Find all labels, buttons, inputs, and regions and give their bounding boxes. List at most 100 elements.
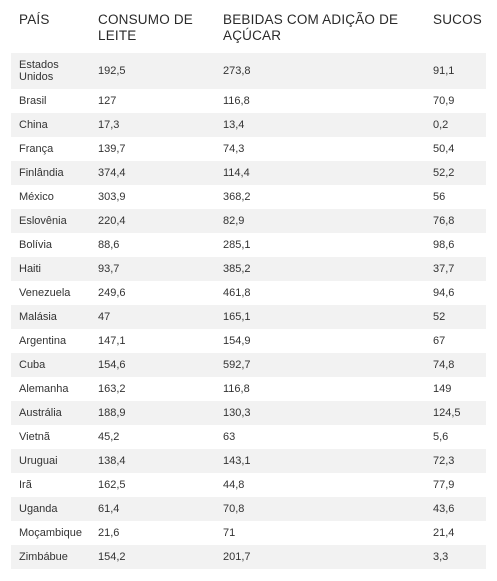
cell-sugary-drinks: 44,8 — [215, 473, 425, 497]
cell-milk: 139,7 — [90, 137, 215, 161]
cell-milk: 188,9 — [90, 401, 215, 425]
cell-juices: 149 — [425, 377, 486, 401]
header-sugary-drinks: BEBIDAS COM ADIÇÃO DE AÇÚCAR — [215, 6, 425, 53]
cell-country: Argentina — [11, 329, 90, 353]
cell-milk: 154,6 — [90, 353, 215, 377]
header-country: PAÍS — [11, 6, 90, 53]
table-row: Malásia 47 165,1 52 — [11, 305, 486, 329]
table-row: Irã 162,5 44,8 77,9 — [11, 473, 486, 497]
cell-juices: 98,6 — [425, 233, 486, 257]
cell-country: Uganda — [11, 497, 90, 521]
table-row: Cuba 154,6 592,7 74,8 — [11, 353, 486, 377]
cell-country: Eslovênia — [11, 209, 90, 233]
cell-country: México — [11, 185, 90, 209]
cell-sugary-drinks: 201,7 — [215, 545, 425, 569]
cell-country: França — [11, 137, 90, 161]
cell-juices: 70,9 — [425, 89, 486, 113]
table-row: Uganda 61,4 70,8 43,6 — [11, 497, 486, 521]
cell-sugary-drinks: 592,7 — [215, 353, 425, 377]
table-row: Alemanha 163,2 116,8 149 — [11, 377, 486, 401]
cell-sugary-drinks: 143,1 — [215, 449, 425, 473]
table-body: Estados Unidos 192,5 273,8 91,1 Brasil 127 116… — [11, 53, 486, 569]
table-row: Brasil 127 116,8 70,9 — [11, 89, 486, 113]
table-row: Finlândia 374,4 114,4 52,2 — [11, 161, 486, 185]
cell-country: Austrália — [11, 401, 90, 425]
cell-juices: 94,6 — [425, 281, 486, 305]
cell-milk: 192,5 — [90, 53, 215, 89]
cell-juices: 77,9 — [425, 473, 486, 497]
cell-milk: 61,4 — [90, 497, 215, 521]
data-table-container: PAÍS CONSUMO DE LEITE BEBIDAS COM ADIÇÃO… — [11, 6, 486, 569]
table-row: Venezuela 249,6 461,8 94,6 — [11, 281, 486, 305]
cell-sugary-drinks: 82,9 — [215, 209, 425, 233]
cell-milk: 374,4 — [90, 161, 215, 185]
cell-milk: 93,7 — [90, 257, 215, 281]
cell-country: Moçambique — [11, 521, 90, 545]
cell-milk: 163,2 — [90, 377, 215, 401]
cell-country: Haiti — [11, 257, 90, 281]
cell-milk: 21,6 — [90, 521, 215, 545]
table-row: Vietnã 45,2 63 5,6 — [11, 425, 486, 449]
table-row: Austrália 188,9 130,3 124,5 — [11, 401, 486, 425]
cell-country: Alemanha — [11, 377, 90, 401]
cell-country: Estados Unidos — [11, 53, 90, 89]
cell-juices: 76,8 — [425, 209, 486, 233]
cell-country: Finlândia — [11, 161, 90, 185]
cell-milk: 154,2 — [90, 545, 215, 569]
table-row: Estados Unidos 192,5 273,8 91,1 — [11, 53, 486, 89]
table-row: México 303,9 368,2 56 — [11, 185, 486, 209]
table-row: Moçambique 21,6 71 21,4 — [11, 521, 486, 545]
cell-juices: 74,8 — [425, 353, 486, 377]
cell-milk: 147,1 — [90, 329, 215, 353]
table-row: Argentina 147,1 154,9 67 — [11, 329, 486, 353]
cell-juices: 52 — [425, 305, 486, 329]
cell-milk: 17,3 — [90, 113, 215, 137]
cell-country: Uruguai — [11, 449, 90, 473]
table-row: Bolívia 88,6 285,1 98,6 — [11, 233, 486, 257]
cell-juices: 5,6 — [425, 425, 486, 449]
cell-milk: 127 — [90, 89, 215, 113]
cell-sugary-drinks: 154,9 — [215, 329, 425, 353]
cell-sugary-drinks: 114,4 — [215, 161, 425, 185]
cell-milk: 249,6 — [90, 281, 215, 305]
cell-milk: 162,5 — [90, 473, 215, 497]
cell-juices: 50,4 — [425, 137, 486, 161]
cell-country: Vietnã — [11, 425, 90, 449]
cell-sugary-drinks: 165,1 — [215, 305, 425, 329]
cell-juices: 3,3 — [425, 545, 486, 569]
cell-sugary-drinks: 70,8 — [215, 497, 425, 521]
cell-juices: 56 — [425, 185, 486, 209]
table-header-row: PAÍS CONSUMO DE LEITE BEBIDAS COM ADIÇÃO… — [11, 6, 486, 53]
cell-sugary-drinks: 385,2 — [215, 257, 425, 281]
table-row: Uruguai 138,4 143,1 72,3 — [11, 449, 486, 473]
table-row: Eslovênia 220,4 82,9 76,8 — [11, 209, 486, 233]
cell-milk: 303,9 — [90, 185, 215, 209]
header-juices: SUCOS — [425, 6, 486, 53]
cell-juices: 37,7 — [425, 257, 486, 281]
cell-sugary-drinks: 285,1 — [215, 233, 425, 257]
table-row: Haiti 93,7 385,2 37,7 — [11, 257, 486, 281]
table-row: China 17,3 13,4 0,2 — [11, 113, 486, 137]
cell-country: Venezuela — [11, 281, 90, 305]
cell-milk: 88,6 — [90, 233, 215, 257]
cell-juices: 43,6 — [425, 497, 486, 521]
cell-juices: 124,5 — [425, 401, 486, 425]
cell-juices: 91,1 — [425, 53, 486, 89]
cell-country: Irã — [11, 473, 90, 497]
cell-milk: 220,4 — [90, 209, 215, 233]
cell-juices: 67 — [425, 329, 486, 353]
cell-milk: 138,4 — [90, 449, 215, 473]
cell-juices: 21,4 — [425, 521, 486, 545]
cell-juices: 0,2 — [425, 113, 486, 137]
cell-sugary-drinks: 273,8 — [215, 53, 425, 89]
cell-sugary-drinks: 71 — [215, 521, 425, 545]
cell-sugary-drinks: 116,8 — [215, 377, 425, 401]
cell-country: Malásia — [11, 305, 90, 329]
cell-country: Bolívia — [11, 233, 90, 257]
table-row: Zimbábue 154,2 201,7 3,3 — [11, 545, 486, 569]
cell-sugary-drinks: 13,4 — [215, 113, 425, 137]
cell-juices: 52,2 — [425, 161, 486, 185]
header-milk-consumption: CONSUMO DE LEITE — [90, 6, 215, 53]
cell-sugary-drinks: 63 — [215, 425, 425, 449]
cell-milk: 45,2 — [90, 425, 215, 449]
